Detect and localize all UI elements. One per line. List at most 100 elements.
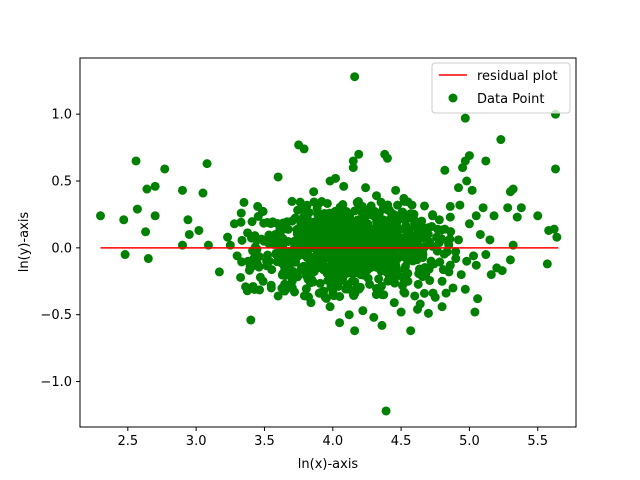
data-point (315, 278, 325, 288)
data-point (451, 247, 461, 257)
x-tick-label: 3.5 (254, 434, 275, 449)
data-point (239, 197, 249, 207)
data-point (375, 245, 385, 255)
data-point (236, 208, 246, 218)
data-point (315, 227, 325, 237)
data-point (244, 265, 254, 275)
data-point (383, 218, 393, 228)
x-axis-ticks: 2.5 3.0 3.5 4.0 4.5 5.0 5.5 (117, 427, 548, 449)
data-point (361, 183, 371, 193)
data-point (489, 211, 499, 221)
data-point (272, 248, 282, 258)
y-tick-label: −0.5 (40, 308, 72, 323)
data-point (418, 230, 428, 240)
data-point (419, 201, 429, 211)
data-point (253, 211, 263, 221)
data-point (376, 219, 386, 229)
data-point (481, 156, 491, 166)
data-point (404, 225, 414, 235)
data-point (445, 201, 455, 211)
data-point (299, 144, 309, 154)
x-tick-label: 4.5 (391, 434, 412, 449)
data-point (273, 172, 283, 182)
data-point (389, 269, 399, 279)
data-point (403, 211, 413, 221)
legend-label-data-point: Data Point (477, 92, 544, 107)
data-point (290, 271, 300, 281)
data-point (258, 276, 268, 286)
data-point (442, 247, 452, 257)
data-point (533, 211, 543, 221)
data-point (365, 235, 375, 245)
data-point (354, 149, 364, 159)
data-point (471, 211, 481, 221)
data-point (330, 278, 340, 288)
data-point (336, 224, 345, 234)
data-point (271, 230, 281, 240)
data-point (96, 211, 105, 221)
data-point (377, 258, 387, 268)
data-point (354, 284, 364, 294)
data-point (411, 232, 421, 242)
data-point (350, 72, 360, 82)
data-point (363, 219, 373, 229)
data-point (358, 306, 368, 316)
y-tick-label: 0.5 (51, 175, 72, 190)
y-tick-label: 1.0 (51, 108, 72, 123)
data-point (396, 307, 406, 317)
data-point (503, 203, 513, 213)
data-point (464, 151, 474, 161)
data-point (264, 230, 274, 240)
data-point (278, 234, 288, 244)
data-point (392, 222, 402, 232)
data-point (462, 256, 472, 266)
data-point (551, 164, 560, 174)
data-point (348, 156, 358, 166)
y-tick-label: 0.0 (51, 241, 72, 256)
data-point (438, 265, 448, 275)
x-tick-label: 2.5 (117, 434, 138, 449)
data-point (349, 291, 359, 301)
data-point (342, 280, 352, 290)
data-point (508, 184, 518, 194)
data-point (280, 219, 290, 229)
data-point (344, 310, 354, 320)
data-point (250, 284, 260, 294)
data-point (496, 135, 506, 145)
data-point (328, 212, 338, 221)
data-point (338, 204, 348, 214)
data-point (344, 250, 354, 260)
data-point (306, 258, 316, 267)
data-point (469, 251, 479, 261)
data-point (314, 288, 324, 298)
data-point (332, 234, 342, 244)
data-point (177, 185, 187, 195)
data-point (441, 288, 451, 298)
data-point (448, 283, 458, 293)
data-point (516, 203, 526, 213)
data-point (304, 208, 314, 218)
data-point (335, 241, 345, 251)
data-point (382, 153, 392, 163)
data-point (348, 163, 358, 173)
data-point (379, 290, 389, 300)
data-point (471, 260, 481, 270)
data-point (460, 113, 470, 123)
data-point (352, 198, 362, 208)
data-point (350, 266, 360, 276)
data-point (359, 270, 369, 280)
data-point (549, 224, 559, 234)
data-point (374, 274, 384, 284)
data-point (357, 208, 367, 218)
data-point (296, 218, 306, 228)
data-point (365, 279, 375, 289)
data-point (478, 203, 488, 213)
data-point (419, 288, 429, 298)
data-point (143, 254, 153, 264)
y-axis-label: ln(y)-axis (17, 212, 32, 273)
data-point (247, 217, 257, 227)
data-point (497, 266, 507, 276)
data-point (306, 239, 316, 249)
data-point (293, 205, 303, 215)
